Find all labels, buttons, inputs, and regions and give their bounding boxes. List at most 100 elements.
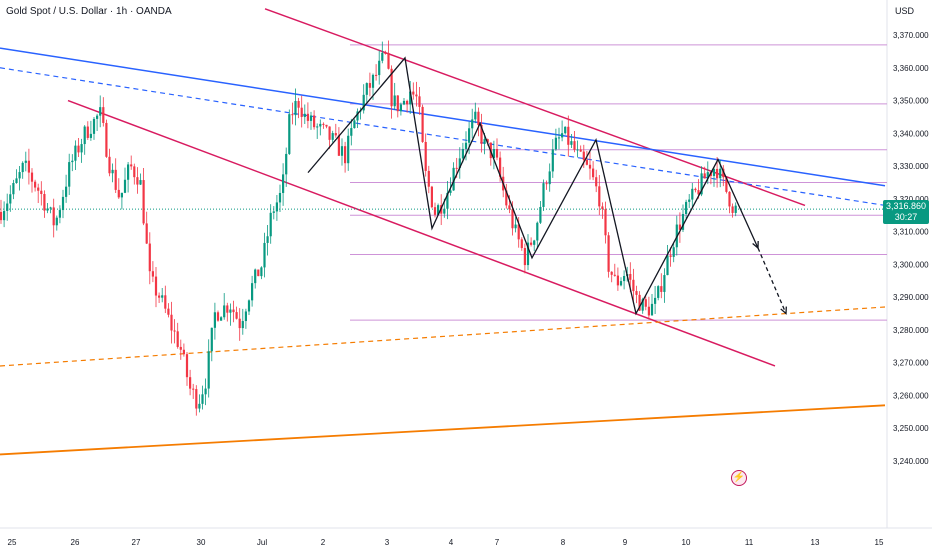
time-tick-label: 13 [811,538,820,547]
time-tick-label: 8 [561,538,566,547]
bullish-candle [294,100,297,116]
time-tick-label: 9 [623,538,628,547]
bearish-candle [638,294,641,311]
bullish-candle [275,202,278,212]
bullish-candle [49,207,52,209]
bullish-candle [650,303,654,316]
bearish-candle [412,91,415,95]
bearish-candle [117,189,120,198]
bearish-candle [424,141,427,171]
bullish-candle [570,141,573,145]
chart-title: Gold Spot / U.S. Dollar · 1h · OANDA [6,6,172,17]
time-tick-label: 11 [745,538,754,547]
bearish-candle [108,156,111,174]
bearish-candle [396,95,399,112]
time-tick-label: 27 [132,538,141,547]
bearish-candle [418,96,421,107]
bullish-candle [446,192,449,209]
bullish-candle [619,281,623,286]
bearish-candle [226,305,229,313]
bullish-candle [452,167,455,191]
bearish-candle [43,194,46,211]
bearish-candle [182,349,185,355]
bearish-candle [669,255,672,257]
bullish-candle [123,179,127,193]
bullish-candle [288,114,291,154]
price-tick-label: 3,340.000 [893,129,929,138]
bearish-candle [567,126,570,145]
bullish-candle [340,146,344,156]
bullish-candle [623,275,626,282]
bearish-candle [77,145,80,153]
bullish-candle [381,52,384,61]
bullish-candle [443,208,446,214]
bullish-candle [201,394,204,404]
bar-countdown: 30:27 [894,212,918,223]
time-tick-label: 3 [385,538,390,547]
bullish-candle [120,192,123,198]
bearish-candle [300,107,303,117]
time-tick-label: 15 [875,538,884,547]
bullish-candle [68,162,71,187]
currency-label: USD [895,6,915,16]
bullish-candle [576,149,579,151]
bearish-candle [164,295,167,309]
bullish-candle [204,388,207,395]
time-tick-label: 10 [682,538,691,547]
bearish-candle [607,235,610,272]
bearish-candle [517,224,520,240]
bearish-candle [477,111,480,125]
bullish-candle [657,286,660,298]
bullish-candle [254,269,257,284]
bearish-candle [344,146,347,164]
bearish-candle [725,177,728,192]
bearish-candle [604,209,607,236]
flash-icon[interactable]: ⚡ [731,470,747,486]
blue-trendline [0,47,886,187]
bullish-candle [347,135,350,164]
price-tick-label: 3,290.000 [893,293,929,302]
bearish-candle [635,291,638,295]
bullish-candle [15,178,18,184]
bearish-candle [629,274,632,280]
price-tick-label: 3,370.000 [893,31,929,40]
bullish-candle [111,169,114,174]
bearish-candle [601,206,604,210]
time-tick-label: 26 [71,538,80,547]
bearish-candle [588,164,592,169]
orange-dashed-support [0,306,886,367]
time-tick-label: 4 [449,538,454,547]
bearish-candle [585,159,588,165]
bearish-candle [192,388,195,390]
bearish-candle [406,100,409,105]
orange-support [0,404,886,456]
bearish-candle [133,166,136,178]
bearish-candle [102,107,105,123]
bullish-candle [229,309,232,313]
bullish-candle [654,297,657,304]
bullish-candle [58,210,61,218]
price-tick-label: 3,300.000 [893,260,929,269]
bearish-candle [322,123,325,125]
bullish-candle [492,149,495,159]
bearish-candle [384,52,387,54]
bullish-candle [269,212,272,237]
bearish-candle [573,141,576,150]
bullish-candle [99,107,102,116]
bearish-candle [136,177,139,185]
bearish-candle [148,243,151,272]
bullish-candle [350,128,353,136]
bullish-candle [691,188,694,200]
bullish-candle [557,137,561,139]
bearish-candle [632,279,635,292]
bullish-candle [3,210,6,221]
bullish-candle [161,295,164,298]
bullish-candle [319,123,322,127]
bullish-candle [539,206,542,223]
bearish-candle [660,286,663,292]
bullish-candle [461,148,464,159]
bullish-candle [353,120,356,129]
bullish-candle [71,160,74,163]
